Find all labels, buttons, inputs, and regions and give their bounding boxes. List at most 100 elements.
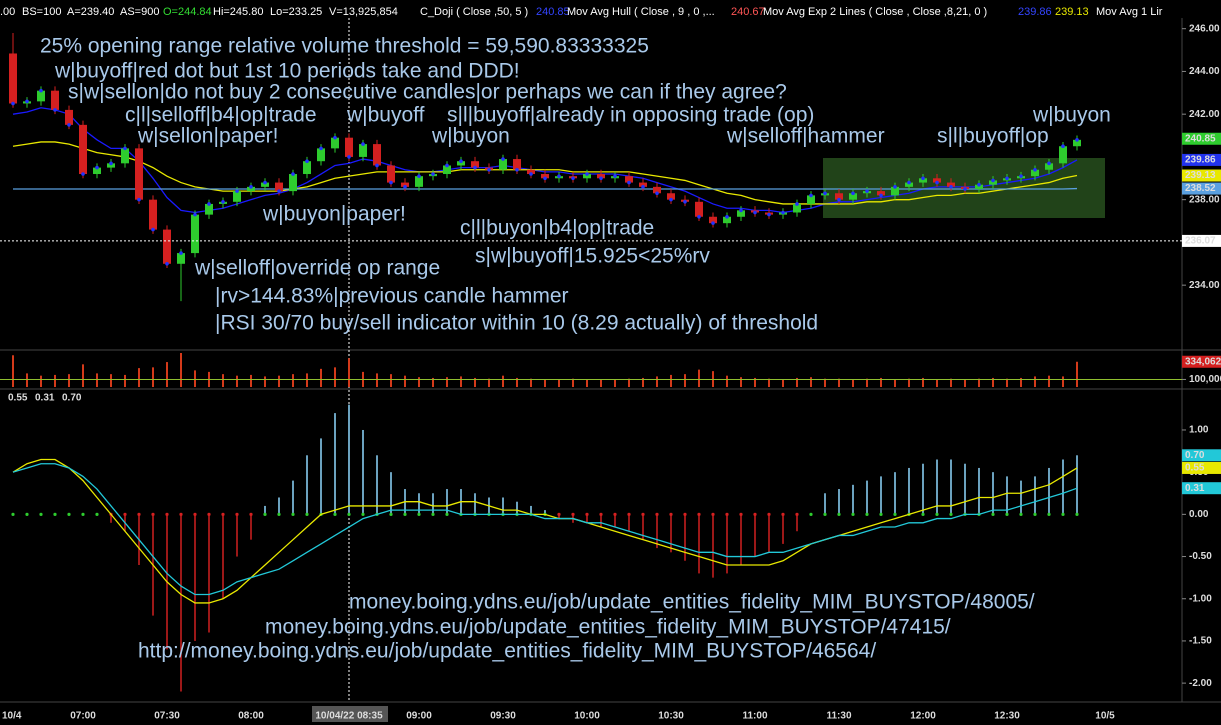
x-tick-label: 10/04/22 08:35 bbox=[315, 711, 383, 722]
signal-dot bbox=[627, 180, 631, 185]
zero-dot bbox=[1047, 512, 1051, 516]
volume-bar bbox=[614, 379, 616, 387]
x-tick-label: 07:00 bbox=[70, 711, 96, 722]
candle-body bbox=[9, 53, 17, 104]
candle-body bbox=[163, 229, 171, 264]
header-item: C_Doji ( Close ,50, 5 ) bbox=[420, 6, 528, 18]
candle-body bbox=[891, 186, 899, 196]
volume-bar bbox=[866, 378, 868, 387]
volume-bar bbox=[978, 378, 980, 387]
volume-bar bbox=[796, 377, 798, 387]
zero-dot bbox=[277, 512, 281, 516]
annotation: s|w|sellon|do not buy 2 consecutive cand… bbox=[68, 81, 787, 104]
signal-dot bbox=[991, 178, 995, 183]
signal-dot bbox=[571, 176, 575, 181]
x-tick-label: 12:30 bbox=[994, 711, 1020, 722]
signal-dot bbox=[207, 202, 211, 206]
candle-body bbox=[667, 193, 675, 200]
zero-dot bbox=[95, 512, 99, 516]
volume-bar bbox=[40, 375, 42, 387]
signal-dot bbox=[249, 185, 253, 189]
zero-dot bbox=[53, 512, 57, 516]
candle-body bbox=[205, 203, 213, 215]
signal-dot bbox=[1047, 161, 1051, 166]
readout: 0.70 bbox=[62, 393, 82, 404]
signal-dot bbox=[613, 174, 617, 178]
volume-bar bbox=[1034, 376, 1036, 387]
value-marker bbox=[1182, 132, 1221, 145]
volume-bar bbox=[936, 379, 938, 387]
signal-dot bbox=[683, 200, 687, 204]
zero-dot bbox=[837, 512, 841, 516]
header-item: Mov Avg 1 Lir bbox=[1096, 6, 1163, 18]
candle-body bbox=[191, 214, 199, 254]
zero-dot bbox=[669, 512, 673, 516]
annotation: w|buyon bbox=[1032, 104, 1111, 127]
candle-body bbox=[93, 167, 101, 175]
candle-body bbox=[737, 210, 745, 217]
volume-bar bbox=[152, 367, 154, 387]
candle-body bbox=[933, 178, 941, 183]
signal-dot bbox=[291, 172, 295, 176]
volume-bar bbox=[54, 374, 56, 387]
zero-dot bbox=[11, 512, 15, 516]
signal-dot bbox=[445, 163, 449, 168]
volume-bar bbox=[1048, 375, 1050, 387]
y-tick-label: -0.50 bbox=[1189, 551, 1212, 562]
candle-body bbox=[527, 169, 535, 175]
signal-dot bbox=[375, 163, 379, 168]
volume-bar bbox=[572, 378, 574, 387]
candle-body bbox=[695, 201, 703, 217]
zero-dot bbox=[641, 512, 645, 516]
volume-bar bbox=[488, 378, 490, 387]
value-marker-label: 240.85 bbox=[1185, 133, 1216, 144]
candle-body bbox=[415, 176, 423, 187]
signal-dot bbox=[487, 167, 491, 172]
signal-dot bbox=[277, 189, 281, 193]
candle-body bbox=[597, 174, 605, 179]
value-marker bbox=[1182, 461, 1221, 474]
signal-dot bbox=[361, 142, 365, 146]
signal-dot bbox=[431, 172, 435, 176]
y-tick-label: -1.50 bbox=[1189, 636, 1212, 647]
zero-dot bbox=[25, 512, 29, 516]
signal-dot bbox=[823, 191, 827, 196]
zero-dot bbox=[613, 512, 617, 516]
candle-body bbox=[457, 161, 465, 166]
signal-dot bbox=[25, 99, 29, 104]
volume-bar bbox=[348, 358, 350, 387]
volume-bar bbox=[222, 374, 224, 387]
zero-dot bbox=[893, 512, 897, 516]
candle-body bbox=[1073, 139, 1081, 147]
y-tick-label: 238.00 bbox=[1189, 194, 1220, 205]
volume-bar bbox=[530, 378, 532, 387]
candle-body bbox=[583, 174, 591, 179]
y-tick-label: 244.00 bbox=[1189, 66, 1220, 77]
candle-body bbox=[37, 90, 45, 102]
annotation: 25% opening range relative volume thresh… bbox=[40, 35, 649, 58]
signal-dot bbox=[67, 123, 71, 127]
volume-bar bbox=[586, 379, 588, 387]
signal-dot bbox=[949, 185, 953, 189]
zero-dot bbox=[683, 512, 687, 516]
zero-dot bbox=[207, 512, 211, 516]
volume-bar bbox=[922, 377, 924, 387]
zero-dot bbox=[81, 512, 85, 516]
zero-dot bbox=[291, 512, 295, 516]
candle-body bbox=[51, 90, 59, 110]
zero-dot bbox=[403, 512, 407, 516]
signal-dot bbox=[1005, 176, 1009, 181]
zero-dot bbox=[571, 512, 575, 516]
header-item: .00 bbox=[0, 6, 15, 18]
candle-body bbox=[443, 165, 451, 175]
signal-dot bbox=[221, 200, 225, 204]
zero-dot bbox=[935, 512, 939, 516]
zero-dot bbox=[697, 512, 701, 516]
x-tick-label: 11:00 bbox=[742, 711, 767, 722]
signal-dot bbox=[781, 210, 785, 215]
signal-dot bbox=[795, 202, 799, 206]
value-marker bbox=[1182, 182, 1221, 195]
volume-bar bbox=[908, 378, 910, 387]
signal-dot bbox=[725, 214, 729, 219]
